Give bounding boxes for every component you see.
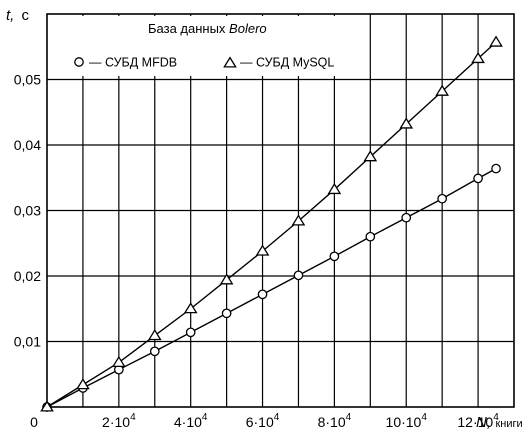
chart-title-prefix: База данных: [148, 21, 229, 36]
data-point-mysql: [291, 214, 306, 226]
legend-marker-mysql: [223, 56, 237, 68]
data-point-mysql: [147, 328, 162, 341]
data-point-mysql: [183, 302, 198, 314]
y-axis-unit: с: [22, 7, 30, 24]
data-point-mysql: [76, 378, 90, 390]
data-point-mfdb: [257, 289, 268, 300]
x-axis-unit: книги: [495, 418, 522, 430]
data-point-mysql: [112, 355, 126, 367]
data-series: [40, 35, 503, 412]
data-point-mfdb: [491, 163, 501, 174]
data-point-mysql: [471, 51, 485, 64]
grid-lines: [47, 14, 514, 407]
plot-frame: [46, 13, 515, 408]
data-point-mysql: [40, 400, 54, 412]
data-point-mfdb: [329, 251, 340, 262]
data-point-mysql: [255, 244, 270, 256]
legend-marker-mfdb: [74, 57, 84, 67]
x-tick-label: 6·104: [246, 412, 280, 430]
x-tick-label: 0: [30, 414, 38, 430]
x-axis-variable: N,: [476, 414, 491, 431]
legend-box: [65, 16, 369, 76]
y-tick-label: 0,03: [14, 203, 41, 219]
data-point-mfdb: [473, 173, 483, 184]
data-point-mfdb: [293, 270, 304, 281]
y-tick-label: 0,04: [14, 137, 41, 153]
legend-items: — СУБД MFDB — СУБД MySQL: [74, 56, 334, 70]
y-tick-label: 0,05: [14, 72, 41, 88]
data-point-mfdb: [221, 308, 232, 319]
x-tick-label: 10·104: [386, 412, 428, 430]
tick-labels: 0,01 0,02 0,03 0,04 0,05 0 2·104 4·104 6·104 8·10…: [14, 72, 499, 431]
chart-title-italic: Bolero: [229, 21, 267, 36]
data-point-mysql: [363, 150, 378, 162]
y-tick-label: 0,02: [14, 268, 41, 284]
x-tick-label: 4·104: [174, 412, 208, 430]
legend-label-mysql: — СУБД MySQL: [240, 56, 334, 70]
legend: База данных Bolero — СУБД MFDB — СУБД MyS…: [65, 16, 369, 76]
data-point-mysql: [399, 117, 414, 129]
x-axis-label: N, книги: [476, 414, 523, 431]
x-tick-label: 12·104: [457, 412, 499, 430]
series-line-mysql: [46, 41, 497, 408]
chart-title: База данных Bolero: [148, 21, 267, 36]
y-axis-label: t, с: [6, 7, 30, 24]
data-point-mysql: [489, 35, 503, 47]
data-point-mfdb: [401, 212, 412, 223]
data-point-mfdb: [437, 193, 448, 204]
y-tick-label: 0,01: [14, 334, 41, 350]
data-point-mfdb: [365, 231, 376, 242]
data-point-mysql: [327, 182, 342, 195]
legend-label-mfdb: — СУБД MFDB: [89, 56, 177, 70]
x-tick-label: 2·104: [102, 412, 136, 430]
data-point-mfdb: [185, 327, 196, 338]
data-point-mysql: [219, 273, 234, 285]
data-point-mfdb: [149, 346, 160, 357]
x-tick-label: 8·104: [318, 412, 352, 430]
data-point-mysql: [435, 84, 449, 96]
y-axis-variable: t,: [6, 7, 14, 24]
